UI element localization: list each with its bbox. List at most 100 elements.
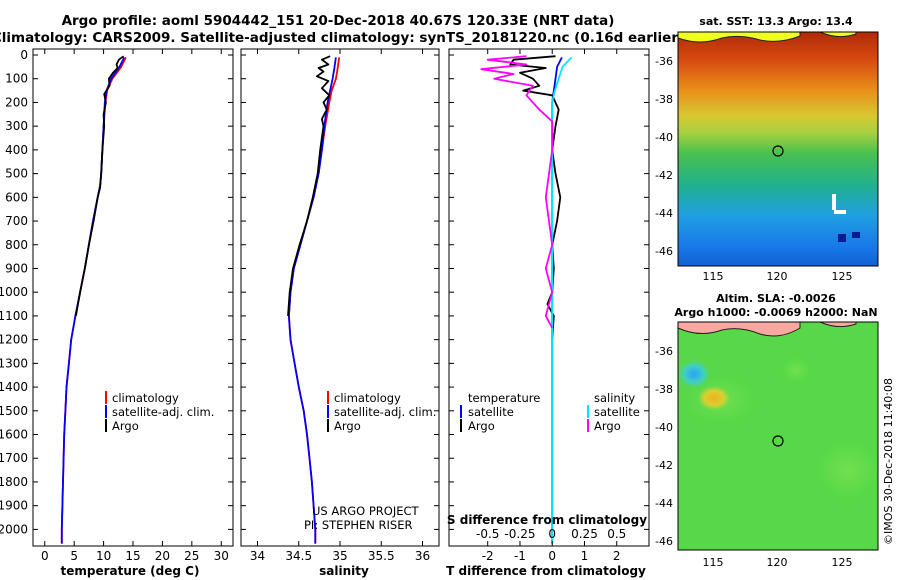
x-tick-label: 15 [125, 549, 140, 563]
x-tick-label: 2 [613, 549, 621, 563]
sst-map-frame [677, 31, 879, 267]
legend-label-s-satellite: satellite [594, 405, 640, 419]
depth-tick-label: 600 [5, 190, 28, 204]
sst-cold-patch [838, 234, 846, 242]
legend-label-t-argo: Argo [468, 419, 495, 433]
x-tick-label: 34.5 [285, 549, 312, 563]
legend-label-argo: Argo [112, 419, 139, 433]
lat-tick-label: -44 [655, 207, 673, 220]
x-tick-label: 25 [184, 549, 199, 563]
sla-map [677, 321, 879, 551]
sst-land-mask-2 [819, 31, 857, 38]
t-difference-axis-label: T difference from climatology [446, 564, 646, 578]
title-line-2: Climatology: CARS2009. Satellite-adjuste… [0, 30, 684, 46]
x-tick-label: 35.5 [368, 549, 395, 563]
x-tick-label: 10 [96, 549, 111, 563]
x-tick-label: 0 [548, 549, 556, 563]
lat-tick-label: -38 [655, 383, 673, 396]
legend-label-s-argo: Argo [594, 419, 621, 433]
sst-field [678, 32, 878, 266]
s-diff-tick-label: 0.5 [607, 527, 626, 541]
sla-map-frame [677, 321, 879, 551]
legend-label-t-satellite: satellite [468, 405, 514, 419]
depth-tick-label: 500 [5, 167, 28, 181]
depth-tick-label: 100 [5, 72, 28, 86]
x-tick-label: 34 [250, 549, 265, 563]
difference-legend: temperature satellite Argo salinity sate… [460, 391, 640, 433]
sst-land-mask [677, 31, 801, 43]
sla-positive-eddy [698, 386, 730, 410]
depth-tick-label: 0 [20, 48, 28, 62]
x-tick-label: 20 [155, 549, 170, 563]
difference-series-group [480, 55, 573, 544]
depth-tick-label: 1500 [0, 404, 28, 418]
sst-map-lon-ticks: 115 120 125 [703, 270, 853, 283]
x-tick-label: -1 [514, 549, 526, 563]
salinity-series-argo [287, 55, 331, 316]
salinity-panel-frame [240, 48, 440, 547]
lat-tick-label: -40 [655, 421, 673, 434]
lat-tick-label: -40 [655, 131, 673, 144]
title-line-1: Argo profile: aoml 5904442_151 20-Dec-20… [62, 13, 615, 29]
lon-tick-label: 115 [703, 270, 724, 283]
sla-map-title-1: Altim. SLA: -0.0026 [716, 292, 836, 305]
lat-tick-label: -44 [655, 497, 673, 510]
depth-tick-label: 900 [5, 261, 28, 275]
legend-label-argo: Argo [334, 419, 361, 433]
difference-series-temperature-satellite [551, 56, 563, 544]
lat-tick-label: -36 [655, 345, 673, 358]
depth-tick-label: 700 [5, 214, 28, 228]
legend-label-satellite: satellite-adj. clim. [334, 405, 436, 419]
s-diff-tick-label: 0.25 [571, 527, 598, 541]
temperature-axis-label: temperature (deg C) [61, 564, 200, 578]
credit-line-1: US ARGO PROJECT [312, 504, 420, 518]
depth-tick-label: 1600 [0, 428, 28, 442]
difference-series-salinity-satellite [551, 56, 573, 544]
lat-tick-label: -46 [655, 535, 673, 548]
depth-tick-label: 1000 [0, 285, 28, 299]
x-axis-ticks: 0 5 10 15 20 25 30 34 34.5 35 35.5 36 -2 -1 0 1 2 -0.5 -0.… [41, 49, 626, 563]
sla-land-mask [677, 321, 801, 337]
legend-heading-temperature: temperature [468, 391, 540, 405]
lat-tick-label: -38 [655, 93, 673, 106]
lon-tick-label: 120 [767, 270, 788, 283]
depth-tick-label: 800 [5, 238, 28, 252]
s-diff-tick-label: 0 [548, 527, 556, 541]
lon-tick-label: 125 [832, 270, 853, 283]
sst-map-title: sat. SST: 13.3 Argo: 13.4 [699, 15, 853, 28]
imos-timestamp: ©IMOS 30-Dec-2018 11:40:08 [882, 378, 895, 545]
sst-float-location-marker [772, 145, 784, 157]
difference-series-salinity-argo [480, 55, 554, 329]
sla-negative-eddy [678, 360, 710, 388]
legend-label-climatology: climatology [334, 391, 401, 405]
salinity-series-satellite-adj-clim- [287, 57, 337, 544]
legend-heading-salinity: salinity [594, 391, 635, 405]
lon-tick-label: 115 [703, 556, 724, 569]
depth-tick-label: 1700 [0, 451, 28, 465]
depth-tick-label: 400 [5, 143, 28, 157]
sst-no-data-patch [834, 210, 846, 214]
sst-no-data-patch [832, 194, 836, 210]
x-tick-label: 1 [581, 549, 589, 563]
sla-anomaly [818, 442, 878, 498]
sst-cold-patch [852, 232, 860, 238]
difference-panel-frame [448, 48, 650, 547]
salinity-series-group [287, 55, 341, 544]
legend-label-climatology: climatology [112, 391, 179, 405]
depth-tick-label: 1200 [0, 333, 28, 347]
lon-tick-label: 125 [832, 556, 853, 569]
sla-map-lat-ticks: -36 -38 -40 -42 -44 -46 [655, 345, 673, 548]
s-diff-tick-label: -0.25 [504, 527, 535, 541]
x-tick-label: -2 [482, 549, 494, 563]
sla-map-lon-ticks: 115 120 125 [703, 556, 853, 569]
lat-tick-label: -42 [655, 459, 673, 472]
temperature-series-argo [75, 55, 125, 317]
temperature-series-climatology [60, 57, 127, 544]
lat-tick-label: -42 [655, 169, 673, 182]
lon-tick-label: 120 [767, 556, 788, 569]
depth-tick-label: 1300 [0, 356, 28, 370]
x-tick-label: 30 [214, 549, 229, 563]
salinity-axis-label: salinity [319, 564, 369, 578]
x-tick-label: 0 [41, 549, 49, 563]
